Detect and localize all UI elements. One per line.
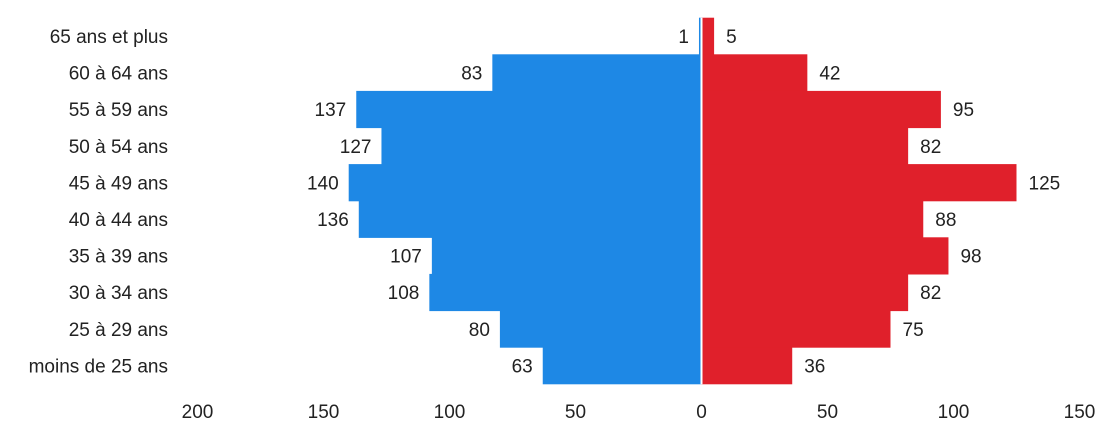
category-label: moins de 25 ans (29, 356, 168, 377)
x-axis-tick-labels: 200 150 100 50 0 50 100 150 (182, 402, 1096, 423)
right-value-label: 42 (819, 64, 840, 85)
right-value-label: 98 (960, 247, 981, 268)
left-bar (348, 164, 702, 202)
right-value-label: 88 (935, 210, 956, 231)
left-bar (358, 200, 702, 238)
x-tick-label: 150 (308, 402, 340, 423)
right-bar (701, 127, 909, 165)
x-tick-label: 150 (1064, 402, 1096, 423)
category-label: 25 à 29 ans (69, 320, 168, 341)
right-value-label: 125 (1029, 173, 1061, 194)
left-value-label: 63 (512, 356, 533, 377)
left-value-label: 127 (340, 137, 372, 158)
right-value-label: 82 (920, 283, 941, 304)
category-label: 30 à 34 ans (69, 283, 168, 304)
right-value-label: 5 (726, 27, 737, 48)
x-tick-label: 0 (696, 402, 707, 423)
right-bar (701, 90, 941, 129)
left-value-label: 136 (317, 210, 349, 231)
right-bar (701, 237, 949, 275)
left-value-label: 108 (388, 283, 420, 304)
left-value-label: 137 (315, 100, 347, 121)
category-label: 50 à 54 ans (69, 137, 168, 158)
left-series-bars (348, 17, 702, 385)
left-bar (499, 310, 702, 348)
right-bar (701, 200, 924, 238)
x-tick-label: 50 (565, 402, 586, 423)
category-label: 60 à 64 ans (69, 64, 168, 85)
x-tick-label: 200 (182, 402, 214, 423)
right-bar (701, 164, 1017, 202)
x-tick-label: 100 (434, 402, 466, 423)
left-value-label: 140 (307, 173, 339, 194)
right-bar (701, 347, 793, 385)
left-value-label: 107 (390, 247, 422, 268)
left-value-label: 80 (469, 320, 490, 341)
left-bar (698, 17, 702, 55)
right-value-label: 82 (920, 137, 941, 158)
category-label: 55 à 59 ans (69, 100, 168, 121)
x-tick-label: 100 (938, 402, 970, 423)
left-bar (429, 273, 702, 312)
right-bar (701, 17, 715, 55)
category-label: 35 à 39 ans (69, 247, 168, 268)
left-bar (431, 237, 702, 275)
right-bar (701, 54, 808, 92)
left-bar (381, 127, 702, 165)
right-value-label: 75 (903, 320, 924, 341)
x-tick-label: 50 (817, 402, 838, 423)
left-bar (492, 54, 702, 92)
category-label: 45 à 49 ans (69, 173, 168, 194)
right-bar (701, 310, 891, 348)
left-bar (356, 90, 702, 129)
left-bar (542, 347, 702, 385)
right-series-bars (701, 17, 1017, 385)
category-labels: 65 ans et plus 60 à 64 ans 55 à 59 ans 50 à… (29, 27, 168, 377)
right-value-label: 95 (953, 100, 974, 121)
value-labels: 1 5 83 42 137 95 127 82 140 125 136 88 107 98 108 82 80 7… (307, 27, 1060, 377)
right-bar (701, 273, 909, 312)
left-value-label: 83 (461, 64, 482, 85)
category-label: 65 ans et plus (50, 27, 168, 48)
right-value-label: 36 (804, 356, 825, 377)
category-label: 40 à 44 ans (69, 210, 168, 231)
left-value-label: 1 (678, 27, 689, 48)
